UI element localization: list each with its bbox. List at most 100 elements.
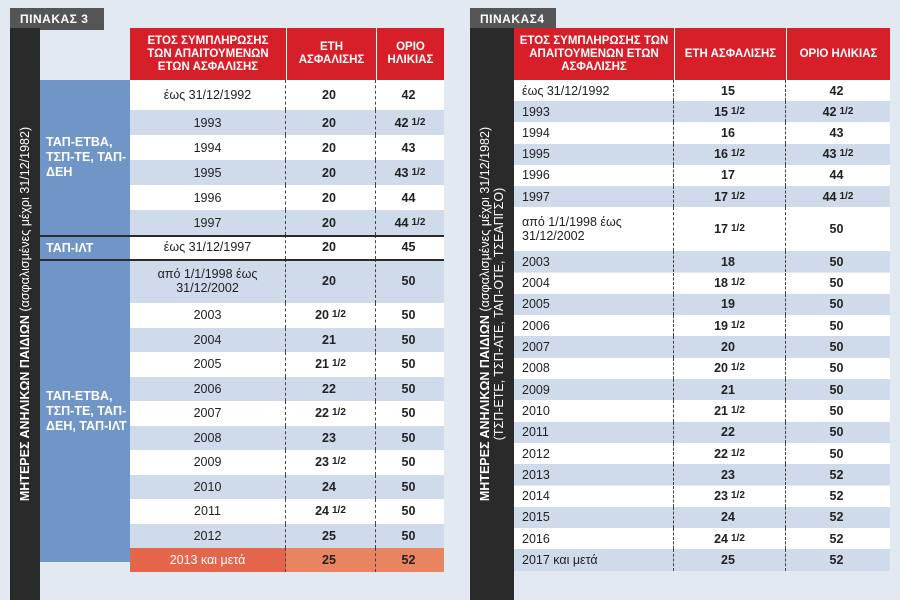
year-cell: έως 31/12/1997 [130, 235, 286, 259]
years-cell: 22 [674, 421, 786, 443]
years-cell-fraction: 1/2 [731, 277, 745, 289]
group-label: ΤΑΠ-ΕΤΒΑ, ΤΣΠ-ΤΕ, ΤΑΠ-ΔΕΗ [40, 80, 130, 235]
table-row: 2009 21 50 [514, 379, 890, 401]
years-cell-fraction: 1/2 [731, 362, 745, 374]
years-cell-value: 20 [322, 165, 336, 180]
year-cell: 2012 [130, 523, 286, 548]
years-cell: 15 [674, 80, 786, 102]
table-row: 2004 21 50 [130, 327, 444, 352]
year-cell-value: 1996 [193, 190, 222, 205]
table-row: 1994 16 43 [514, 122, 890, 144]
age-cell: 50 [786, 400, 890, 421]
age-cell: 44 1/2 [786, 186, 890, 207]
age-cell: 50 [786, 336, 890, 357]
table-row: 2003 18 50 [514, 251, 890, 273]
year-cell: 1996 [130, 185, 286, 210]
age-cell-value: 50 [829, 446, 844, 461]
years-cell: 20 [286, 259, 376, 303]
years-cell: 18 [674, 251, 786, 273]
age-cell-value: 43 [829, 125, 844, 140]
age-cell: 50 [786, 422, 890, 443]
year-cell-value: 1997 [522, 189, 550, 204]
age-cell: 50 [376, 377, 444, 402]
year-cell-value: 2013 [522, 467, 550, 482]
age-cell: 42 1/2 [786, 101, 890, 122]
age-cell-value: 42 [822, 104, 837, 119]
age-cell: 50 [786, 273, 890, 294]
table-3-sidebar: ΜΗΤΕΡΕΣ ΑΝΗΛΙΚΩΝ ΠΑΙΔΙΩΝ (ασφαλισμένες μ… [10, 28, 40, 600]
year-cell: έως 31/12/1992 [514, 80, 674, 102]
years-cell-value: 24 [721, 510, 735, 525]
table-row: 1996 20 44 [130, 185, 444, 210]
age-cell-value: 42 [829, 83, 844, 98]
divider [40, 235, 444, 237]
years-cell-fraction: 1/2 [731, 190, 745, 202]
year-cell: 2010 [130, 474, 286, 499]
year-cell-value: 2013 και μετά [169, 553, 246, 567]
years-cell-value: 20 [322, 88, 336, 102]
table-3-tab: ΠΙΝΑΚΑΣ 3 [10, 8, 104, 30]
table-3-header: ΕΤΟΣ ΣΥΜΠΛΗΡΩΣΗΣ ΤΩΝ ΑΠΑΙΤΟΥΜΕΝΩΝ ΕΤΩΝ Α… [130, 28, 444, 80]
years-cell: 16 [674, 122, 786, 144]
age-cell: 52 [786, 528, 890, 549]
age-cell: 50 [786, 443, 890, 464]
age-cell-value: 50 [829, 297, 844, 312]
year-cell: 2013 [514, 464, 674, 486]
age-cell: 44 1/2 [376, 210, 444, 235]
year-cell: 2009 [130, 450, 286, 475]
header-years: ΕΤΗ ΑΣΦΑΛΙΣΗΣ [674, 28, 786, 80]
years-cell-value: 20 [322, 240, 336, 254]
year-cell: 1997 [130, 210, 286, 235]
year-cell: 1993 [514, 101, 674, 123]
table-row: 2006 19 1/2 50 [514, 315, 890, 337]
age-cell-value: 50 [401, 357, 416, 372]
year-cell-value: 1997 [193, 215, 222, 230]
age-cell-value: 45 [401, 240, 416, 254]
age-cell-value: 52 [829, 467, 844, 482]
years-cell-value: 20 [322, 140, 336, 155]
year-cell: 1994 [130, 135, 286, 160]
age-cell: 42 [376, 80, 444, 110]
years-cell: 16 1/2 [674, 143, 786, 165]
year-cell-value: 1994 [193, 140, 222, 155]
table-row: 2005 19 50 [514, 293, 890, 316]
age-cell: 50 [376, 426, 444, 451]
year-cell-value: 2011 [194, 504, 221, 519]
year-cell-value: 2014 [522, 489, 550, 504]
year-cell-value: 2011 [522, 425, 549, 440]
age-cell: 52 [786, 486, 890, 507]
table-row: 2011 22 50 [514, 421, 890, 443]
table-row: 2010 21 1/2 50 [514, 400, 890, 422]
years-cell-value: 15 [714, 104, 728, 119]
age-cell-fraction: 1/2 [411, 166, 426, 178]
table-row: έως 31/12/1992 20 42 [130, 80, 444, 110]
year-cell: 1993 [130, 110, 286, 135]
table-row: 1993 20 42 1/2 [130, 110, 444, 135]
age-cell: 50 [376, 499, 444, 524]
years-cell: 25 [286, 548, 376, 572]
year-cell: 1995 [130, 160, 286, 185]
year-cell-value: 2009 [193, 455, 222, 470]
years-cell-fraction: 1/2 [731, 105, 745, 117]
table-row: 2013 και μετά 25 52 [130, 548, 444, 572]
years-cell-value: 19 [714, 318, 728, 333]
year-cell: 2014 [514, 485, 674, 507]
table-row: 2009 23 1/2 50 [130, 450, 444, 475]
table-row: από 1/1/1998 έως 31/12/2002 20 50 [130, 259, 444, 303]
table-row: 1995 16 1/2 43 1/2 [514, 143, 890, 165]
years-cell: 20 1/2 [286, 303, 376, 328]
year-cell: 2006 [130, 376, 286, 401]
year-cell-value: 1996 [522, 168, 550, 183]
age-cell-value: 50 [401, 274, 416, 288]
years-cell-fraction: 1/2 [332, 505, 346, 517]
age-cell: 44 [376, 185, 444, 210]
age-cell-value: 50 [829, 403, 844, 418]
year-cell-value: 2005 [522, 297, 550, 312]
years-cell: 20 [286, 185, 376, 210]
age-cell-value: 43 [401, 140, 416, 155]
years-cell-fraction: 1/2 [332, 309, 346, 321]
table-4-sidebar: ΜΗΤΕΡΕΣ ΑΝΗΛΙΚΩΝ ΠΑΙΔΙΩΝ (ασφαλισμένες μ… [470, 28, 514, 600]
year-cell-value: 2006 [522, 318, 550, 333]
table-4: ΠΙΝΑΚΑΣ4 ΜΗΤΕΡΕΣ ΑΝΗΛΙΚΩΝ ΠΑΙΔΙΩΝ (ασφαλ… [470, 0, 890, 600]
year-cell-value: 2010 [193, 479, 222, 494]
